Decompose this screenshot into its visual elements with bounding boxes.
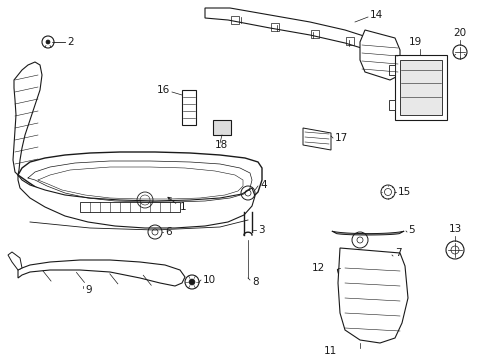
Text: 13: 13 <box>448 224 462 234</box>
Polygon shape <box>18 152 262 211</box>
Polygon shape <box>337 268 390 293</box>
Text: 9: 9 <box>85 285 92 295</box>
Text: 17: 17 <box>335 133 348 143</box>
Text: 8: 8 <box>252 277 259 287</box>
Bar <box>231 16 239 24</box>
Polygon shape <box>400 60 442 115</box>
Text: 12: 12 <box>312 263 325 273</box>
Polygon shape <box>182 90 196 125</box>
Polygon shape <box>18 260 185 286</box>
Text: 1: 1 <box>180 202 187 212</box>
Polygon shape <box>360 30 400 80</box>
Polygon shape <box>205 8 385 55</box>
Polygon shape <box>8 252 22 270</box>
Text: 18: 18 <box>215 140 228 150</box>
Text: 7: 7 <box>395 248 402 258</box>
Text: 2: 2 <box>67 37 74 47</box>
Text: 16: 16 <box>157 85 170 95</box>
Text: 20: 20 <box>453 28 466 38</box>
Polygon shape <box>389 65 395 75</box>
Text: 15: 15 <box>398 187 411 197</box>
Bar <box>311 30 319 38</box>
Circle shape <box>189 279 195 285</box>
Polygon shape <box>395 55 447 120</box>
Polygon shape <box>389 100 395 110</box>
Polygon shape <box>303 128 331 150</box>
Text: 10: 10 <box>203 275 216 285</box>
Polygon shape <box>13 62 42 175</box>
Text: 14: 14 <box>370 10 383 20</box>
Text: 11: 11 <box>323 346 337 356</box>
Text: 6: 6 <box>165 227 172 237</box>
Bar <box>213 120 231 135</box>
Polygon shape <box>80 202 180 212</box>
Circle shape <box>46 40 50 44</box>
Polygon shape <box>18 175 255 228</box>
Bar <box>271 23 279 31</box>
Text: 4: 4 <box>260 180 267 190</box>
Polygon shape <box>332 231 404 235</box>
Polygon shape <box>338 248 408 343</box>
Text: 19: 19 <box>408 37 421 47</box>
Text: 3: 3 <box>258 225 265 235</box>
Text: 5: 5 <box>408 225 415 235</box>
Bar <box>346 37 354 45</box>
